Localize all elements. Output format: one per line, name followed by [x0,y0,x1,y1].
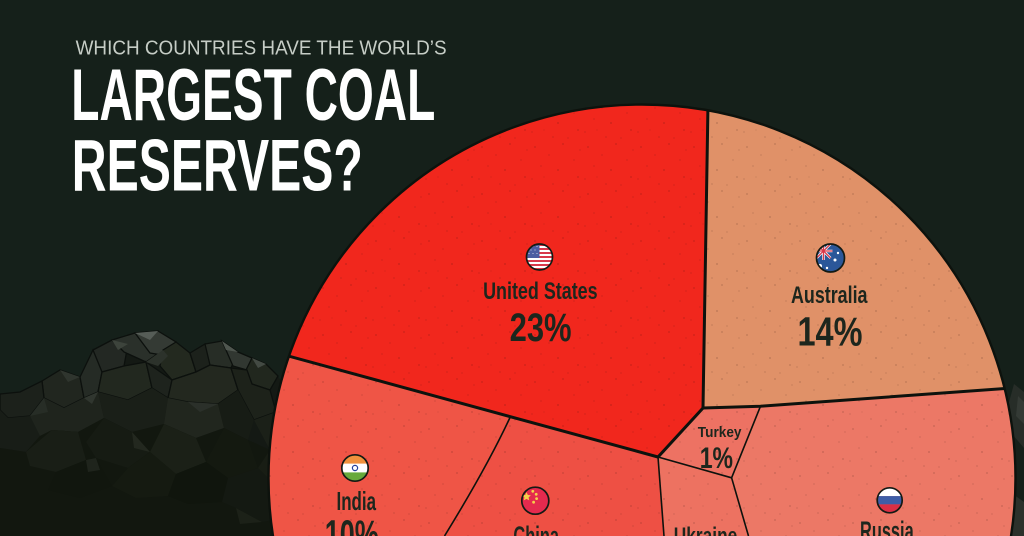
svg-text:23%: 23% [510,306,572,350]
svg-text:LARGEST COAL: LARGEST COAL [71,53,435,136]
svg-text:10%: 10% [325,512,379,536]
svg-text:1%: 1% [700,442,733,475]
svg-text:Turkey: Turkey [698,424,742,441]
svg-text:Australia: Australia [791,282,868,309]
svg-text:China: China [513,520,559,536]
svg-text:RESERVES?: RESERVES? [72,124,363,207]
svg-text:Ukraine: Ukraine [674,522,738,536]
svg-text:Russia: Russia [860,516,914,536]
svg-text:WHICH COUNTRIES HAVE THE WORLD: WHICH COUNTRIES HAVE THE WORLD’S [76,37,447,59]
svg-text:14%: 14% [798,309,863,355]
svg-text:India: India [337,488,377,516]
svg-text:United States: United States [483,278,597,305]
